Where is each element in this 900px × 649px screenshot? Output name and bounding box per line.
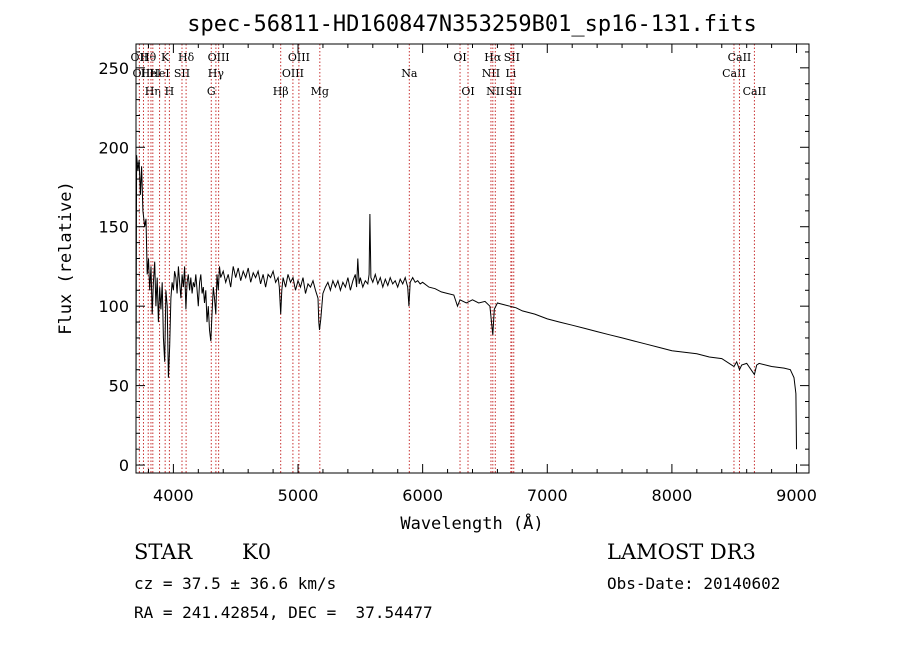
object-subclass: K0: [242, 540, 272, 564]
line-marker-label: G: [207, 85, 216, 98]
line-marker-label: OIII: [288, 51, 310, 64]
chart-title: spec-56811-HD160847N353259B01_sp16-131.f…: [187, 12, 757, 37]
line-marker-label: Hθ: [140, 51, 157, 64]
line-marker-label: NII: [482, 67, 500, 80]
y-tick-label: 0: [119, 456, 129, 475]
observation-date: Obs-Date: 20140602: [607, 574, 781, 593]
spectrum-chart: spec-56811-HD160847N353259B01_sp16-131.f…: [56, 12, 817, 534]
x-tick-label: 4000: [153, 486, 194, 505]
y-tick-label: 200: [98, 138, 129, 157]
line-marker-label: OIII: [208, 51, 230, 64]
line-marker-label: Li: [505, 67, 516, 80]
y-axis: 0 50 100 150 200 250: [98, 51, 809, 475]
x-tick-label: 7000: [527, 486, 568, 505]
x-axis: 4000 5000 6000 7000 8000 9000: [147, 44, 817, 505]
y-tick-label: 50: [109, 377, 129, 396]
line-marker-label: SII: [506, 85, 522, 98]
line-marker-label: Hγ: [208, 67, 225, 80]
line-marker-label: CaII: [722, 67, 746, 80]
line-marker-label: HeI: [149, 67, 169, 80]
line-marker-label: HeI: [141, 67, 161, 80]
x-tick-label: 8000: [652, 486, 693, 505]
line-marker-label: OI: [453, 51, 466, 64]
line-marker-label: Hβ: [273, 85, 289, 98]
line-marker-label: CaII: [743, 85, 767, 98]
line-marker-label: NII: [486, 85, 504, 98]
y-axis-label: Flux (relative): [56, 181, 76, 335]
line-marker-label: OIII: [282, 67, 304, 80]
line-marker-label: H: [165, 85, 175, 98]
survey-name: LAMOST DR3: [607, 540, 756, 564]
x-tick-label: 9000: [776, 486, 817, 505]
y-tick-label: 250: [98, 59, 129, 78]
line-marker-label: OI: [461, 85, 474, 98]
object-class: STAR: [134, 540, 193, 564]
line-marker-label: Hα: [484, 51, 502, 64]
line-marker-label: K: [161, 51, 170, 64]
line-marker-label: CaII: [728, 51, 752, 64]
plot-frame: [135, 43, 810, 474]
line-marker-label: SII: [174, 67, 190, 80]
line-marker-label: Na: [401, 67, 418, 80]
line-marker-label: Mg: [311, 85, 329, 98]
coordinates-readout: RA = 241.42854, DEC = 37.54477: [134, 603, 433, 622]
line-markers: OIIOIIIHθHeIHηHeIKHSIIHδGHγOIIIHβOIIIOII…: [131, 44, 767, 473]
x-tick-label: 5000: [278, 486, 319, 505]
line-marker-label: OII: [131, 51, 149, 64]
y-tick-label: 150: [98, 218, 129, 237]
spectrum-line-0: [135, 155, 797, 450]
x-tick-label: 6000: [402, 486, 443, 505]
y-tick-label: 100: [98, 297, 129, 316]
line-marker-label: Hδ: [178, 51, 195, 64]
line-marker-label: OIII: [132, 67, 154, 80]
line-marker-label: SII: [504, 51, 520, 64]
spectrum-series: [135, 155, 797, 450]
line-marker-label: Hη: [145, 85, 161, 98]
redshift-readout: cz = 37.5 ± 36.6 km/s: [134, 574, 337, 593]
x-axis-label: Wavelength (Å): [400, 512, 543, 534]
